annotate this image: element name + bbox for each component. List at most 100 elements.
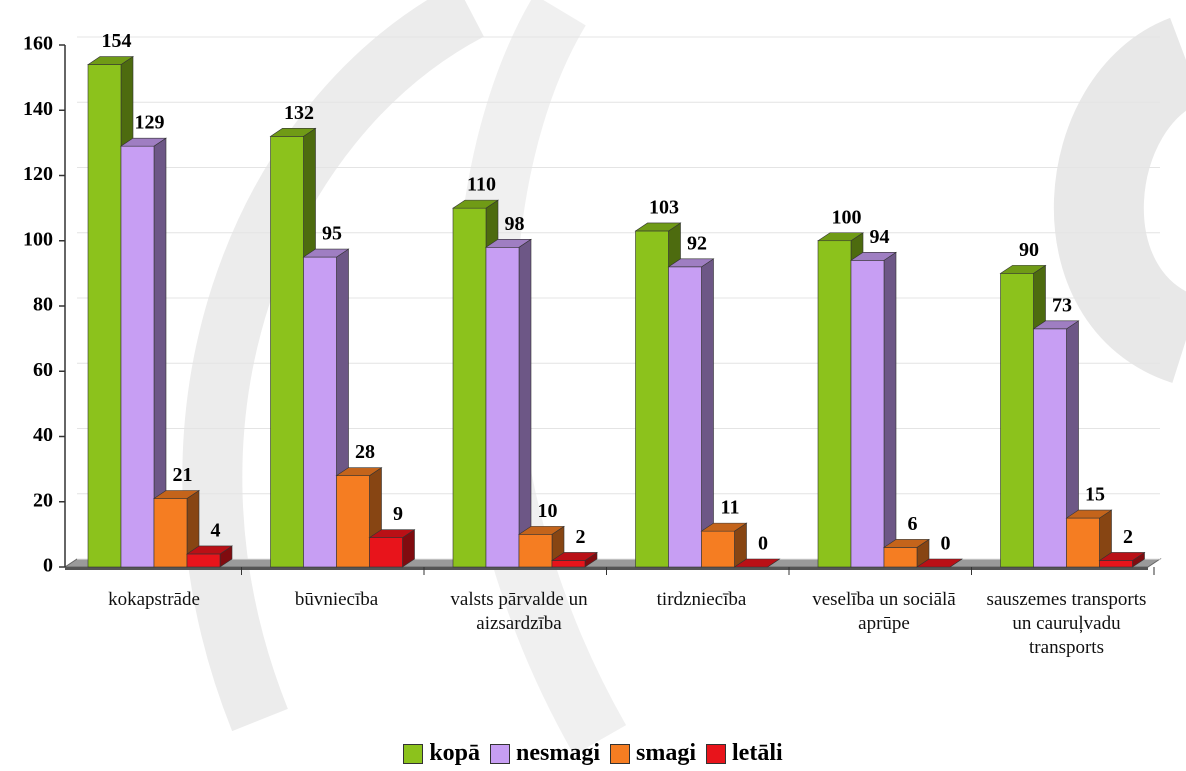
value-label: 6 (908, 513, 918, 535)
bar-top (485, 238, 532, 248)
value-label: 73 (1052, 294, 1072, 316)
bar-top (186, 545, 233, 555)
bar (1099, 560, 1133, 568)
bar-top (634, 222, 682, 232)
bar (303, 256, 337, 568)
value-label: 4 (211, 520, 221, 542)
bar (369, 537, 403, 568)
legend-label: kopā (429, 740, 481, 766)
value-label: 90 (1019, 239, 1039, 261)
bar (270, 136, 304, 568)
x-tick-label: sauszemes transports un cauruļvadu trans… (986, 589, 1147, 658)
bar-top (368, 529, 416, 538)
value-label: 110 (467, 174, 496, 196)
bar-top (452, 199, 499, 209)
value-label: 15 (1085, 484, 1105, 506)
y-tick-label: 160 (23, 33, 53, 55)
y-tick-label: 60 (33, 359, 53, 381)
value-label: 10 (538, 500, 558, 522)
value-label: 9 (393, 503, 403, 525)
legend: kopā nesmagi smagi letāli (0, 740, 1186, 767)
value-label: 129 (135, 112, 165, 134)
bar-top (700, 522, 748, 532)
bar-top (120, 137, 167, 147)
bar (635, 230, 669, 568)
y-tick-label: 120 (23, 163, 53, 185)
bar-top (733, 558, 781, 568)
bar (701, 530, 735, 568)
value-label: 2 (1123, 526, 1133, 548)
legend-swatch (403, 743, 424, 764)
y-tick-label: 0 (43, 555, 53, 577)
bar (1066, 517, 1100, 568)
bar-top (335, 467, 383, 476)
bar-top (1098, 552, 1146, 561)
bar (518, 534, 553, 568)
bar (186, 553, 221, 568)
bar-side (883, 251, 897, 568)
bar (551, 560, 586, 568)
legend-label: smagi (636, 740, 697, 766)
bar (120, 145, 155, 568)
legend-item: kopā (403, 740, 480, 767)
bar (668, 266, 702, 568)
value-label: 11 (721, 497, 740, 519)
x-tick-label: veselība un sociālā aprūpe (812, 589, 956, 634)
bar-top (269, 128, 317, 137)
value-label: 28 (355, 441, 375, 463)
bar-top (1065, 509, 1113, 519)
bar-top (850, 252, 897, 261)
bar (1000, 273, 1034, 568)
bar-top (999, 265, 1047, 274)
value-label: 154 (102, 30, 132, 52)
bar (87, 64, 122, 568)
bar-top (817, 232, 864, 242)
bar-top (87, 56, 134, 65)
bar-top (916, 558, 963, 568)
bar-top (1032, 320, 1080, 330)
bar (485, 246, 520, 568)
value-label: 100 (832, 206, 862, 228)
legend-swatch (490, 743, 511, 764)
bar-side (518, 238, 532, 568)
bar (883, 547, 918, 568)
value-label: 103 (649, 197, 679, 219)
legend-item: letāli (706, 740, 783, 767)
bar-top (551, 552, 598, 561)
legend-item: smagi (610, 740, 696, 767)
value-label: 0 (941, 533, 951, 555)
bar (452, 207, 487, 568)
bar (153, 498, 188, 568)
value-label: 132 (284, 102, 314, 124)
y-tick-label: 100 (23, 228, 53, 250)
legend-swatch (610, 743, 631, 764)
y-tick-label: 140 (23, 98, 53, 120)
value-label: 98 (505, 213, 525, 235)
bar-top (302, 248, 350, 258)
x-tick-label: būvniecība (294, 589, 379, 610)
x-tick-label: valsts pārvalde un aizsardzība (450, 589, 588, 634)
bar (336, 475, 370, 568)
bar-top (153, 490, 200, 499)
legend-item: nesmagi (490, 740, 600, 767)
bar (817, 240, 852, 568)
y-tick-label: 40 (33, 424, 53, 446)
legend-label: letāli (732, 740, 783, 766)
bar-top (667, 258, 715, 268)
value-label: 0 (758, 533, 768, 555)
x-tick-label: kokapstrāde (108, 589, 200, 610)
bar-top (883, 539, 930, 548)
bar-top (518, 526, 565, 535)
value-label: 95 (322, 223, 342, 245)
legend-swatch (706, 743, 727, 764)
value-label: 2 (576, 526, 586, 548)
value-label: 92 (687, 232, 707, 254)
bar-side (701, 258, 714, 568)
x-tick-label: tirdzniecība (656, 589, 747, 610)
value-label: 21 (173, 464, 193, 486)
bar (1033, 328, 1067, 568)
value-label: 94 (870, 226, 890, 248)
